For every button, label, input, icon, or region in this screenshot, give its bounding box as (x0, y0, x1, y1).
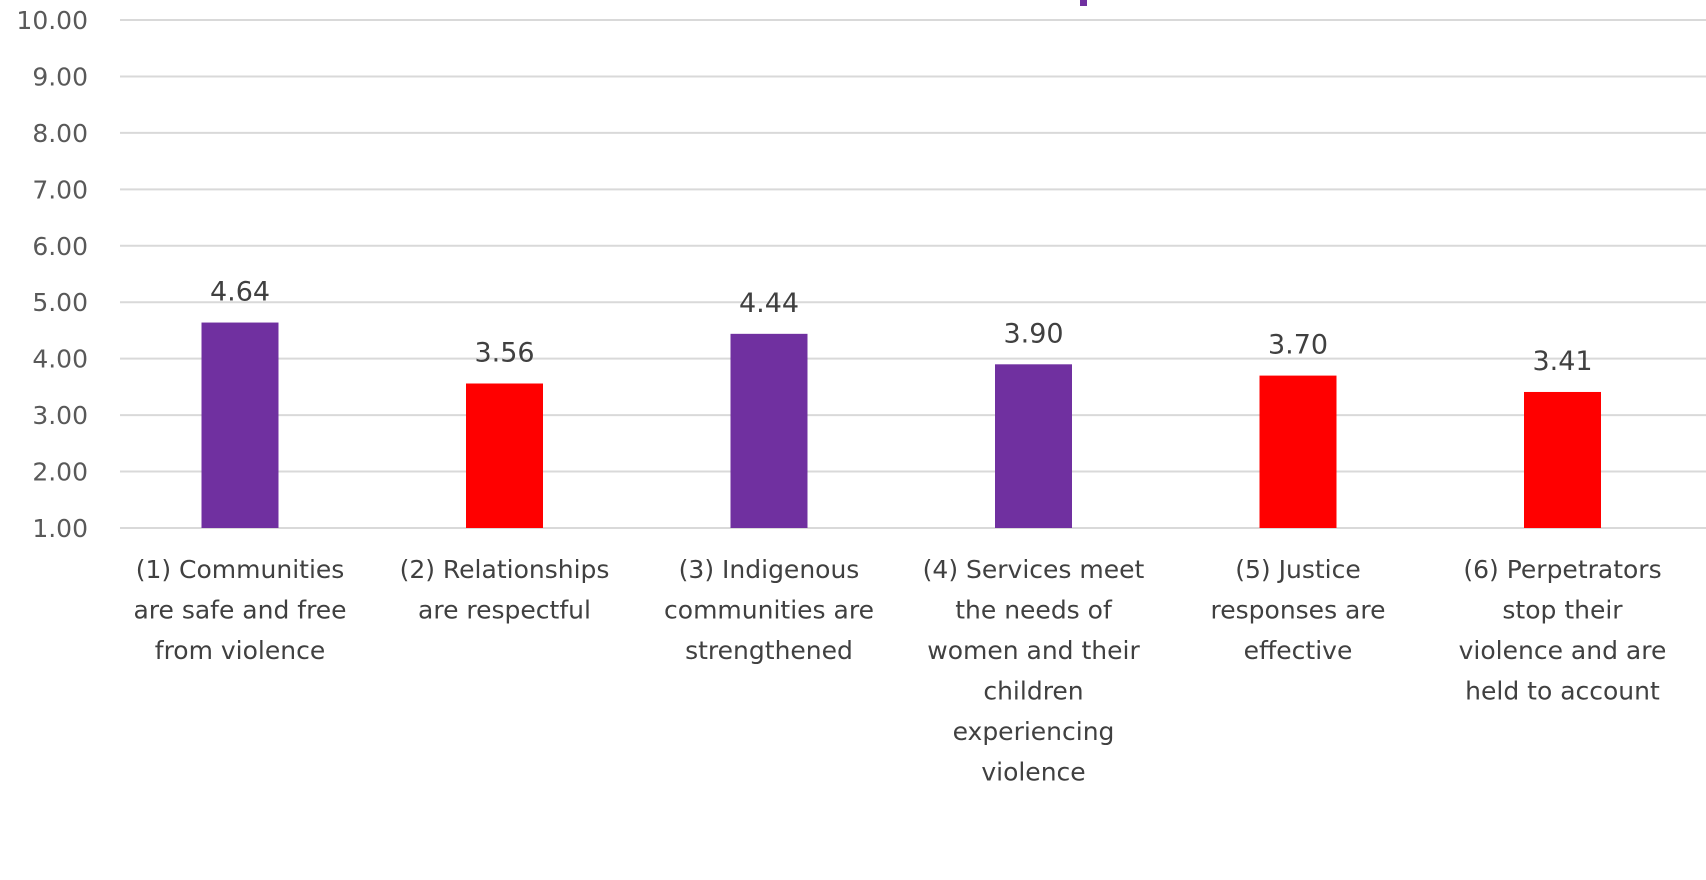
category-label: (5) Justice responses are effective (1211, 555, 1386, 665)
y-tick-label: 10.00 (16, 6, 88, 35)
gridlines (120, 19, 1706, 529)
bar (1524, 391, 1601, 528)
bars (201, 322, 1601, 528)
y-tick-label: 7.00 (32, 175, 88, 204)
y-tick-label: 2.00 (32, 458, 88, 487)
bar-value-label: 3.56 (474, 338, 534, 369)
y-tick-label: 1.00 (32, 514, 88, 543)
category-label: (1) Communities are safe and free from vio… (133, 555, 346, 665)
bar (1259, 375, 1337, 528)
bar (466, 383, 543, 528)
category-label: (3) Indigenous communities are strengthene… (664, 555, 874, 665)
y-tick-label: 9.00 (32, 62, 88, 91)
bar (730, 333, 808, 528)
y-tick-label: 3.00 (32, 401, 88, 430)
bar-value-label: 3.41 (1532, 346, 1592, 377)
bar-value-label: 3.70 (1268, 330, 1328, 361)
bar (201, 322, 279, 528)
y-tick-label: 8.00 (32, 119, 88, 148)
category-label: (2) Relationships are respectful (400, 555, 610, 625)
category-label: (6) Perpetrators stop their violence and a… (1459, 555, 1667, 706)
y-tick-label: 6.00 (32, 232, 88, 261)
bar (995, 364, 1072, 528)
category-labels: (1) Communities are safe and free from vio… (133, 555, 1666, 787)
bar-value-label: 3.90 (1003, 318, 1063, 349)
y-axis-ticks: 1.00 2.00 3.00 4.00 5.00 6.00 7.00 8.00 9.00 10.0… (16, 6, 88, 543)
cropped-title-mark (1080, 0, 1087, 6)
y-tick-label: 4.00 (32, 345, 88, 374)
bar-value-label: 4.44 (739, 288, 799, 319)
bar-value-label: 4.64 (210, 277, 270, 308)
data-labels: 4.64 3.56 4.44 3.90 3.70 3.41 (210, 277, 1593, 377)
category-label: (4) Services meet the needs of women and t… (923, 555, 1145, 787)
y-tick-label: 5.00 (32, 288, 88, 317)
